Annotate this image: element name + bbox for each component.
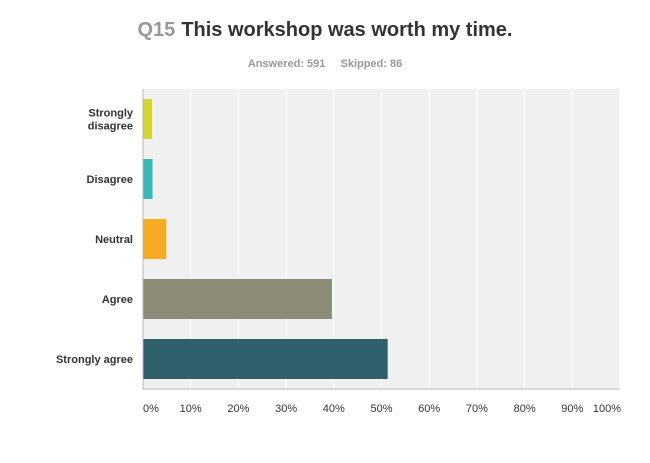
bar-0 bbox=[143, 99, 153, 139]
x-tick-label-30: 30% bbox=[275, 403, 297, 415]
bar-1 bbox=[143, 159, 153, 199]
category-label-4: Strongly agree bbox=[56, 354, 133, 366]
x-tick-label-90: 90% bbox=[561, 403, 583, 415]
category-label-0-1: disagree bbox=[88, 121, 133, 133]
category-label-1: Disagree bbox=[87, 174, 133, 186]
category-label-0-0: Strongly bbox=[88, 108, 133, 120]
bar-3 bbox=[143, 279, 332, 319]
category-label-3: Agree bbox=[102, 294, 133, 306]
x-tick-label-60: 60% bbox=[418, 403, 440, 415]
x-tick-label-80: 80% bbox=[514, 403, 536, 415]
category-label-2: Neutral bbox=[95, 234, 133, 246]
response-stats: Answered: 591 Skipped: 86 bbox=[0, 58, 650, 70]
question-text: This workshop was worth my time. bbox=[181, 19, 513, 41]
question-number: Q15 bbox=[137, 19, 176, 41]
x-tick-label-40: 40% bbox=[323, 403, 345, 415]
x-tick-label-0: 0% bbox=[143, 403, 159, 415]
x-tick-label-10: 10% bbox=[180, 403, 202, 415]
x-tick-label-20: 20% bbox=[227, 403, 249, 415]
bar-2 bbox=[143, 219, 167, 259]
x-tick-label-70: 70% bbox=[466, 403, 488, 415]
x-tick-label-50: 50% bbox=[370, 403, 392, 415]
answered-count: Answered: 591 bbox=[247, 58, 326, 70]
bar-4 bbox=[143, 339, 388, 379]
x-tick-label-100: 100% bbox=[593, 403, 621, 415]
skipped-count: Skipped: 86 bbox=[340, 58, 403, 70]
chart-title: Q15 This workshop was worth my time. bbox=[0, 19, 650, 42]
